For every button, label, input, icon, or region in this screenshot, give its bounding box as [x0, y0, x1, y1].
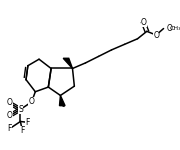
Text: F: F — [20, 126, 24, 135]
Text: CH₃: CH₃ — [169, 26, 180, 31]
Polygon shape — [63, 58, 73, 69]
Text: F: F — [26, 118, 30, 127]
Text: O: O — [153, 31, 159, 40]
Text: O: O — [6, 98, 12, 107]
Text: O: O — [6, 111, 12, 120]
Text: S: S — [18, 105, 23, 114]
Text: O: O — [166, 24, 172, 33]
Text: F: F — [7, 124, 12, 133]
Polygon shape — [59, 95, 65, 106]
Text: O: O — [29, 98, 35, 106]
Text: O: O — [141, 18, 147, 27]
